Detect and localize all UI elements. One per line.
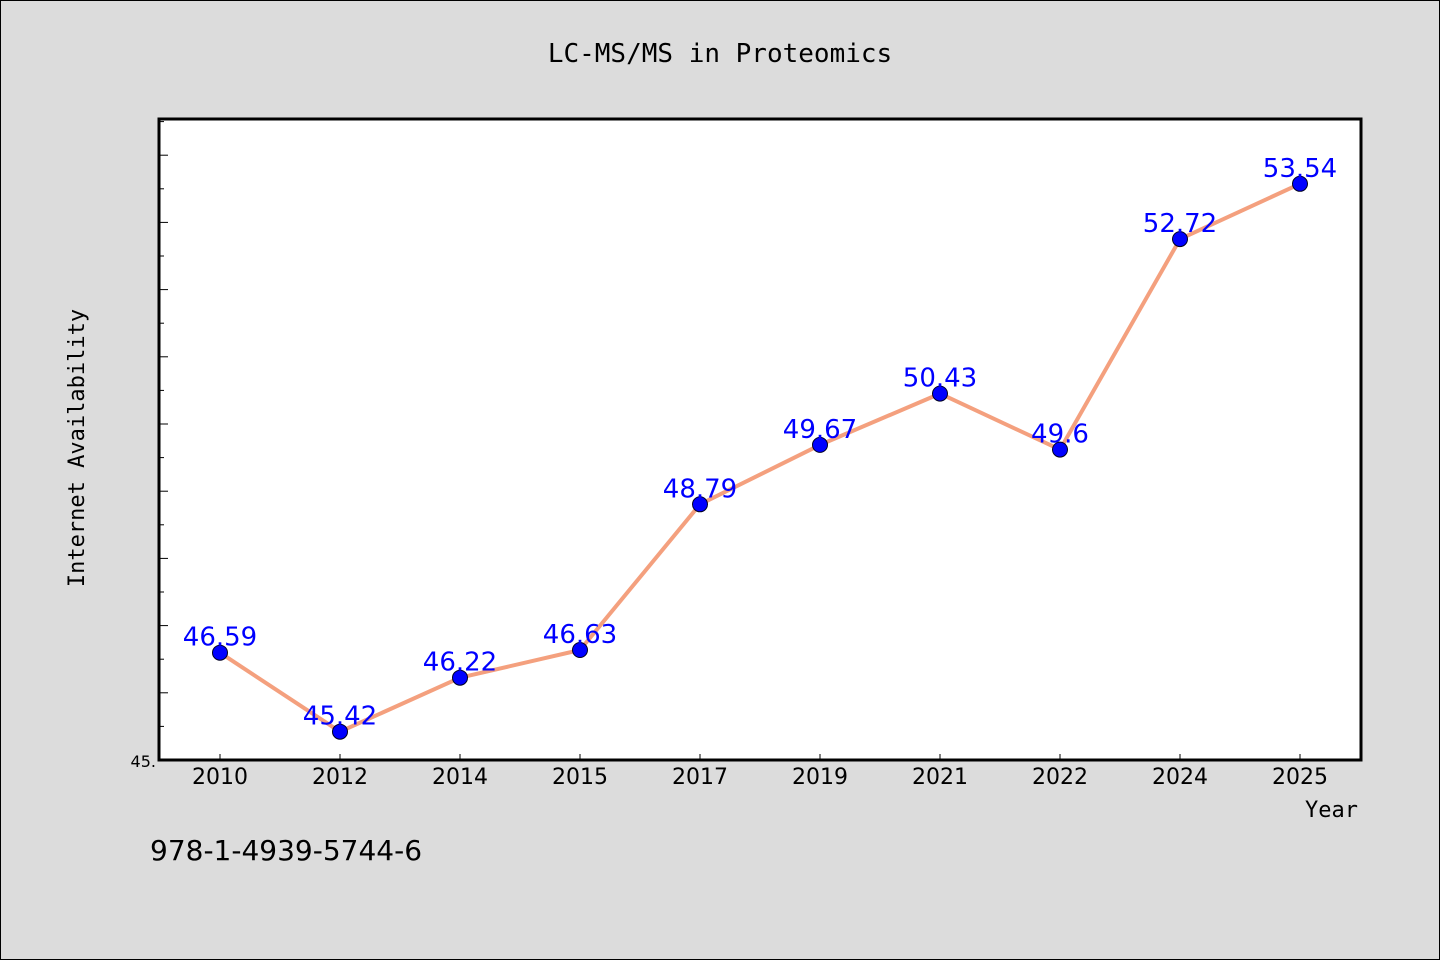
data-point [812, 436, 828, 453]
data-label: 46.63 [543, 620, 617, 650]
x-axis-title: Year [1305, 798, 1358, 823]
data-label: 52.72 [1143, 209, 1217, 239]
series-line [218, 181, 1301, 734]
data-label: 46.22 [423, 648, 497, 678]
data-point [1172, 231, 1188, 248]
x-tick-label: 2015 [552, 765, 608, 790]
isbn-caption: 978-1-4939-5744-6 [150, 834, 423, 867]
plot-area [157, 117, 1363, 762]
data-point [692, 496, 708, 513]
data-label: 53.54 [1263, 154, 1337, 184]
x-tick-label: 2024 [1152, 765, 1208, 790]
data-label: 49.67 [783, 415, 857, 445]
data-label: 49.6 [1031, 420, 1089, 450]
data-point [1292, 175, 1308, 192]
y-axis-ticks [159, 121, 168, 761]
data-point [332, 723, 348, 740]
x-tick-label: 2012 [312, 765, 368, 790]
data-point [932, 385, 948, 402]
x-axis-ticks [219, 754, 1301, 760]
x-tick-label: 2010 [192, 765, 248, 790]
x-tick-label: 2019 [792, 765, 848, 790]
data-label: 50.43 [903, 364, 977, 394]
data-point [212, 644, 228, 661]
series-group: 46.59 45.42 46.22 46.63 48.79 49.67 50.43 49.6 5… [183, 154, 1337, 740]
x-tick-label: 2025 [1272, 765, 1328, 790]
x-tick-label: 2017 [672, 765, 728, 790]
data-label: 46.59 [183, 623, 257, 653]
x-tick-label: 2014 [432, 765, 488, 790]
x-tick-label: 2021 [912, 765, 968, 790]
x-axis-tick-labels: 2010 2012 2014 2015 2017 2019 2021 2022 2024 2025 [192, 765, 1328, 790]
data-point [1052, 441, 1068, 458]
data-point [572, 642, 588, 658]
data-label: 48.79 [663, 474, 737, 504]
data-point [452, 669, 468, 686]
chart-title: LC-MS/MS in Proteomics [548, 39, 892, 69]
y-axis-min-label: 45. [131, 752, 156, 771]
y-axis-title: Internet Availability [65, 309, 90, 587]
x-tick-label: 2022 [1032, 765, 1088, 790]
data-label: 45.42 [303, 702, 377, 732]
